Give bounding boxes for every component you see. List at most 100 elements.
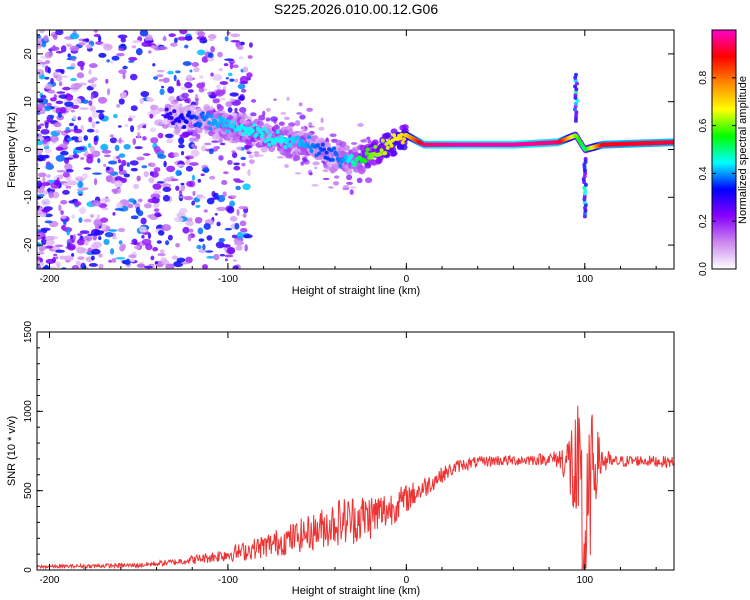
- spectrogram-noise-blob: [122, 72, 126, 80]
- spectrogram-noise-blob: [232, 64, 239, 69]
- ridge-spike: [583, 182, 588, 187]
- spectrogram-scatter-blob: [350, 142, 358, 145]
- spectrogram-noise-blob: [236, 209, 240, 216]
- spectrogram-noise-blob: [142, 153, 151, 156]
- ridge-core: [177, 119, 182, 124]
- spectrogram-scatter-blob: [251, 99, 257, 103]
- snr-y-axis-label: SNR (10 * v/v): [6, 416, 18, 486]
- spectrogram-scatter-blob: [195, 100, 199, 106]
- spectrogram-noise-blob: [42, 176, 46, 184]
- spectrogram-noise-blob: [186, 74, 193, 82]
- spectrogram-blobs: [37, 30, 373, 269]
- spectrogram-noise-blob: [98, 253, 103, 258]
- ridge-halo: [285, 125, 293, 132]
- spectrogram-noise-blob: [55, 50, 63, 54]
- spectrogram-noise-blob: [206, 235, 213, 241]
- colorbar-tick-label: 0.4: [698, 166, 709, 180]
- spectrogram-noise-blob: [72, 234, 76, 242]
- spectrogram-noise-blob: [87, 247, 92, 253]
- spectrogram-noise-blob: [90, 228, 101, 236]
- ridge-core: [330, 157, 335, 162]
- ridge-core: [225, 129, 230, 134]
- spectrogram-noise-blob: [96, 214, 100, 219]
- ridge-spike: [574, 90, 579, 95]
- spectrogram-noise-blob: [165, 240, 170, 246]
- spectrogram-noise-blob: [37, 154, 45, 162]
- spectrogram-noise-blob: [98, 112, 105, 120]
- spectrogram-noise-blob: [234, 222, 240, 230]
- spectrogram-scatter-blob: [191, 143, 196, 148]
- spectrogram-noise-blob: [130, 167, 138, 172]
- spectrogram-noise-blob: [71, 264, 80, 269]
- spectrogram-noise-blob: [118, 98, 125, 105]
- spectrogram-noise-blob: [49, 114, 55, 119]
- spectrogram-noise-blob: [159, 88, 165, 96]
- snr-line: [37, 405, 674, 570]
- spectrogram-noise-blob: [70, 109, 75, 113]
- spectrogram-noise-blob: [40, 128, 50, 135]
- ridge-halo: [400, 144, 408, 151]
- snr-y-tick-label: 1500: [23, 320, 34, 343]
- spectrogram-scatter-blob: [231, 150, 236, 154]
- spectrogram-noise-blob: [50, 266, 56, 269]
- spectrogram-noise-blob: [201, 56, 209, 63]
- spectrogram-noise-blob: [232, 178, 241, 182]
- spectrogram-noise-blob: [166, 165, 176, 173]
- spectrogram-noise-blob: [178, 137, 185, 145]
- spectrogram-scatter-blob: [366, 136, 371, 140]
- spectrogram-noise-blob: [231, 234, 238, 239]
- spectrogram-noise-blob: [95, 121, 100, 124]
- ridge-core: [320, 142, 325, 147]
- spectrogram-noise-blob: [233, 165, 241, 171]
- ridge-core: [338, 163, 343, 168]
- ridge-core: [207, 120, 212, 125]
- spectrogram-noise-blob: [37, 201, 40, 205]
- spectrogram-noise-blob: [157, 154, 167, 159]
- spectrogram-noise-blob: [136, 156, 145, 161]
- spectrogram-scatter-blob: [237, 146, 242, 151]
- colorbar-tick-label: 0.2: [698, 214, 709, 228]
- spectrogram-noise-blob: [150, 104, 159, 111]
- spectrogram-noise-blob: [185, 256, 193, 264]
- spectrogram-noise-blob: [224, 58, 234, 61]
- spectrogram-noise-blob: [150, 255, 155, 261]
- spectrogram-noise-blob: [214, 212, 218, 216]
- spectrogram-noise-blob: [100, 143, 109, 151]
- spectrogram-noise-blob: [125, 258, 131, 266]
- spectrogram-noise-blob: [149, 127, 157, 133]
- spectrogram-noise-blob: [146, 97, 154, 101]
- spectrogram-noise-blob: [37, 172, 47, 178]
- spectrogram-noise-blob: [139, 30, 149, 37]
- spectrogram-noise-blob: [203, 209, 208, 213]
- spectrogram-noise-blob: [49, 46, 60, 51]
- spectrogram-noise-blob: [120, 37, 126, 43]
- spectrogram-scatter-blob: [244, 145, 252, 149]
- ridge-core: [383, 151, 388, 156]
- ridge-core: [297, 142, 302, 147]
- ridge-halo: [359, 166, 367, 173]
- spectrogram-noise-blob: [90, 83, 97, 88]
- spectrogram-noise-blob: [55, 30, 64, 36]
- spectrogram-noise-blob: [78, 207, 87, 215]
- spectrogram-noise-blob: [130, 215, 139, 220]
- spectrogram-noise-blob: [44, 220, 53, 224]
- spectrogram-scatter-blob: [273, 118, 277, 125]
- spectrogram-noise-blob: [150, 45, 156, 49]
- spectrogram-noise-blob: [77, 116, 82, 121]
- ridge-spike: [583, 157, 588, 162]
- spectrogram-noise-blob: [62, 189, 70, 195]
- spectrogram-noise-blob: [88, 63, 98, 69]
- spectrogram-scatter-blob: [357, 123, 364, 127]
- spectrogram-scatter-blob: [251, 142, 257, 147]
- spectrogram-noise-blob: [103, 43, 113, 51]
- ridge-spike: [574, 115, 579, 120]
- spectrogram-noise-blob: [53, 179, 61, 186]
- spectrogram-scatter-blob: [296, 112, 303, 115]
- spectrogram-scatter-blob: [259, 154, 264, 157]
- spectrogram-noise-blob: [47, 89, 56, 94]
- spectrogram-noise-blob: [79, 230, 90, 235]
- colorbar-tick-label: 0.8: [698, 70, 709, 84]
- spectrogram-scatter-blob: [360, 139, 367, 143]
- ridge-halo: [343, 144, 351, 151]
- ridge-core: [208, 126, 213, 131]
